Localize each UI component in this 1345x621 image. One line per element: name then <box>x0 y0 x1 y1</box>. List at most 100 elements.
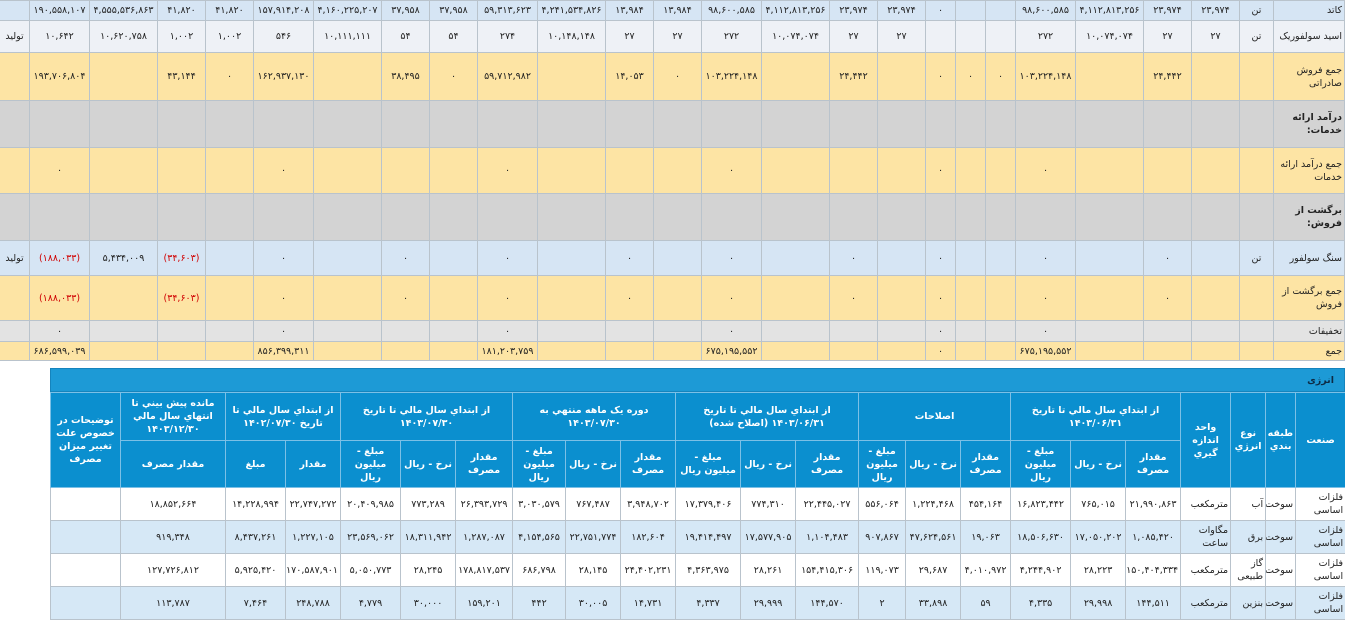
cell: ۰ <box>925 0 956 21</box>
column-header: نرخ - ريال <box>1070 440 1127 488</box>
cell: ۱۶۲,۹۳۷,۱۳۰ <box>253 52 314 101</box>
row-label: فلزات اساسی <box>1295 553 1345 587</box>
cell <box>313 320 382 342</box>
cell: ۱۷,۳۷۹,۴۰۶ <box>675 487 742 521</box>
cell: ۰ <box>205 52 254 101</box>
cell: ۱۴۴,۵۷۰ <box>795 586 860 620</box>
cell <box>313 275 382 321</box>
section-title: انرژی <box>50 368 1345 392</box>
cell <box>313 52 382 101</box>
cell: ۱۹۳,۷۰۶,۸۰۴ <box>29 52 90 101</box>
cell: ۳۰,۰۰۵ <box>565 586 622 620</box>
cell <box>537 341 606 361</box>
cell: ۰ <box>1015 275 1076 321</box>
cell <box>429 147 478 194</box>
row-label: مترمکعب <box>1180 586 1232 620</box>
cell <box>985 341 1016 361</box>
cell: تن <box>1239 0 1274 21</box>
column-header: مبلغ - ميليون ريال <box>1010 440 1072 488</box>
cell: ۰ <box>381 240 430 276</box>
cell: ۲۹,۹۹۹ <box>740 586 797 620</box>
row-label: فلزات اساسی <box>1295 487 1345 521</box>
cell <box>829 147 878 194</box>
table-row: فلزات اساسی سوخت آب مترمکعب ۲۱,۹۹۰,۸۶۳ ۷۶۵,۰۱… <box>50 487 1345 521</box>
cell <box>313 100 382 148</box>
cell <box>985 100 1016 148</box>
cell <box>1015 193 1076 241</box>
column-header: مقدار مصرف <box>620 440 677 488</box>
cell: ۰ <box>925 341 956 361</box>
column-header: مقدار مصرف <box>1125 440 1182 488</box>
cell: ۱۸,۸۵۲,۶۶۴ <box>120 487 226 521</box>
cell <box>313 193 382 241</box>
cell: ۱۰,۱۱۱,۱۱۱ <box>313 20 382 53</box>
cell <box>925 100 956 148</box>
cell <box>1191 100 1240 148</box>
row-label: کاتد <box>1273 0 1345 21</box>
cell: ۱۰,۰۷۴,۰۷۴ <box>761 20 830 53</box>
cell <box>605 341 654 361</box>
cell: ۵۵۶,۰۶۴ <box>858 487 907 521</box>
cell: ۱۵۷,۹۱۴,۲۰۸ <box>253 0 314 21</box>
row-label: آب <box>1230 487 1267 521</box>
cell: ۴۱,۸۲۰ <box>205 0 254 21</box>
cell <box>205 320 254 342</box>
cell <box>89 52 158 101</box>
cell: ۲۷ <box>653 20 702 53</box>
cell <box>381 100 430 148</box>
cell <box>761 147 830 194</box>
energy-section: انرژی صنعت طبقه بندي نوع انرژي واحد اندازه … <box>50 368 1345 620</box>
cell: ۱۳,۹۸۴ <box>605 0 654 21</box>
cell: ۱۲۷,۷۲۶,۸۱۲ <box>120 553 226 587</box>
cell: ۱۷,۰۵۰,۲۰۲ <box>1070 520 1127 554</box>
cell <box>381 147 430 194</box>
table-row: جمع ۶۷۵,۱۹۵,۵۵۲ ۰ ۶۷۵,۱۹۵,۵۵۲ ۱۸۱,۲۰۳,۷۵۹ ۸۵۶… <box>0 341 1345 361</box>
cell: تولید <box>0 240 30 276</box>
cell: ۲۸,۱۴۵ <box>565 553 622 587</box>
cell <box>537 275 606 321</box>
cell <box>829 100 878 148</box>
cell <box>381 320 430 342</box>
cell <box>985 320 1016 342</box>
cell: ۵,۹۲۵,۴۲۰ <box>224 553 287 587</box>
cell: ۰ <box>253 275 314 321</box>
cell: ۴,۱۶۰,۲۲۵,۲۰۷ <box>313 0 382 21</box>
column-header: مقدار مصرف <box>795 440 860 488</box>
table-row: فلزات اساسی سوخت برق مگاوات ساعت ۱,۰۸۵,۴۲۰ ۱۷… <box>50 520 1345 554</box>
cell: ۳,۰۳۰,۵۷۹ <box>512 487 567 521</box>
column-header: نرخ - ريال <box>565 440 622 488</box>
cell: ۰ <box>701 275 762 321</box>
cell: ۰ <box>653 52 702 101</box>
cell <box>877 100 926 148</box>
cell <box>955 240 986 276</box>
cell: ۳۳,۸۹۸ <box>905 586 962 620</box>
cell <box>1191 341 1240 361</box>
cell <box>29 193 90 241</box>
cell: ۲۳,۹۷۴ <box>829 0 878 21</box>
column-header: طبقه بندي <box>1265 392 1297 488</box>
cell <box>955 100 986 148</box>
cell <box>1143 100 1192 148</box>
row-label: فلزات اساسی <box>1295 520 1345 554</box>
cell <box>89 275 158 321</box>
cell: ۱,۲۲۴,۴۶۸ <box>905 487 962 521</box>
cell <box>761 275 830 321</box>
cell <box>985 0 1016 21</box>
cell <box>877 147 926 194</box>
cell <box>1143 341 1192 361</box>
cell: ۲۳,۹۷۴ <box>877 0 926 21</box>
cell: ۱۸,۵۰۶,۶۳۰ <box>1010 520 1072 554</box>
cell: ۱۹۰,۵۵۸,۱۰۷ <box>29 0 90 21</box>
cell: ۰ <box>925 320 956 342</box>
cell <box>537 320 606 342</box>
cell: ۴,۳۶۳,۹۷۵ <box>675 553 742 587</box>
column-header: مبلغ - ميليون ريال <box>512 440 567 488</box>
cell <box>157 320 206 342</box>
column-header: مبلغ - ميليون ريال <box>340 440 402 488</box>
cell <box>653 275 702 321</box>
cell: ۷۶۷,۴۸۷ <box>565 487 622 521</box>
cell <box>157 193 206 241</box>
cell: ۲۷ <box>605 20 654 53</box>
row-label: مترمکعب <box>1180 553 1232 587</box>
cell: ۶۸۶,۵۹۹,۰۳۹ <box>29 341 90 361</box>
